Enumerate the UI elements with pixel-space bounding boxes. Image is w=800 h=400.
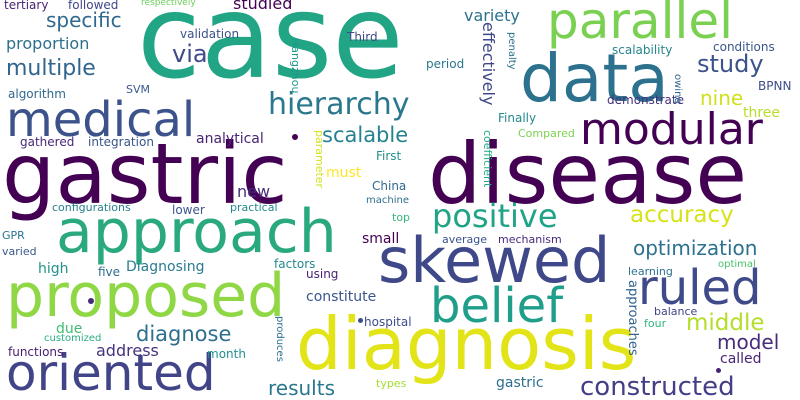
word-results: results	[268, 376, 336, 400]
word-address: address	[96, 341, 159, 360]
word-hangzhou: Hangzhou	[289, 38, 302, 94]
word-specific: specific	[46, 8, 122, 32]
word-parallel: parallel	[547, 0, 734, 50]
word-optimization: optimization	[633, 236, 758, 260]
word-bpnn: BPNN	[758, 79, 792, 93]
word-high: high	[38, 261, 69, 277]
word-hierarchy: hierarchy	[268, 87, 410, 122]
word-gastric-small: gastric	[496, 375, 544, 391]
word-data: data	[520, 40, 669, 117]
word-analytical: analytical	[196, 131, 264, 147]
word-gathered: gathered	[20, 135, 75, 149]
word-svm: SVM	[126, 83, 150, 96]
word-five: five	[98, 265, 121, 279]
word-variety: variety	[464, 6, 520, 25]
dot	[716, 368, 721, 373]
word-balance: balance	[654, 305, 698, 318]
word-scalability: scalability	[612, 43, 673, 57]
word-types: types	[376, 377, 407, 390]
word-ruled: ruled	[638, 260, 762, 316]
word-owing: owing	[672, 74, 683, 104]
word-called: called	[720, 351, 762, 367]
word-top: top	[392, 211, 411, 224]
dot	[292, 134, 298, 140]
word-scalable: scalable	[322, 123, 409, 147]
word-tertiary: tertiary	[4, 0, 49, 12]
word-constructed: constructed	[580, 372, 735, 400]
word-machine: machine	[366, 195, 409, 206]
word-configurations: configurations	[52, 201, 131, 214]
word-multiple: multiple	[6, 56, 96, 81]
word-functions: functions	[8, 345, 64, 359]
word-gastric: gastric	[2, 125, 288, 223]
word-learning: learning	[628, 265, 673, 278]
word-four: four	[644, 317, 667, 330]
word-medical: medical	[6, 92, 196, 148]
word-using: using	[306, 267, 339, 281]
word-period: period	[426, 57, 465, 71]
word-proportion: proportion	[6, 34, 90, 53]
word-algorithm: algorithm	[8, 87, 66, 101]
word-produces: produces	[274, 316, 285, 362]
dot	[358, 318, 363, 323]
word-conditions: conditions	[713, 40, 775, 54]
word-due: due	[56, 321, 83, 337]
word-factors: factors	[274, 257, 316, 271]
word-approaches: approaches	[625, 280, 640, 356]
word-first: First	[376, 149, 402, 163]
word-oriented: oriented	[6, 344, 216, 400]
word-china: China	[372, 179, 407, 193]
word-constitute: constitute	[306, 289, 377, 305]
word-via: via	[172, 40, 208, 68]
word-penalty: penalty	[506, 32, 517, 70]
word-third: Third	[347, 30, 378, 44]
word-followed: followed	[68, 0, 119, 12]
word-validation: validation	[180, 27, 240, 41]
word-must: must	[326, 165, 362, 181]
word-month: month	[207, 347, 246, 361]
word-positive: positive	[432, 197, 558, 235]
word-average: average	[442, 233, 488, 246]
word-case: case	[137, 0, 404, 105]
word-practical: practical	[230, 201, 278, 214]
word-hospital: hospital	[364, 315, 412, 329]
word-effectively: effectively	[479, 22, 498, 106]
word-compared: Compared	[518, 127, 575, 140]
word-diagnosis: diagnosis	[296, 302, 637, 386]
word-accuracy: accuracy	[630, 202, 734, 228]
word-gpr: GPR	[2, 229, 25, 242]
word-diagnosing: Diagnosing	[126, 259, 205, 275]
word-lower: lower	[172, 203, 205, 217]
word-proposed: proposed	[6, 261, 286, 331]
word-respectively: respectively	[141, 0, 196, 8]
word-model: model	[717, 330, 780, 354]
word-diagnose: diagnose	[136, 322, 232, 346]
word-integration: integration	[88, 135, 154, 149]
word-middle: middle	[686, 310, 765, 336]
word-three: three	[743, 105, 781, 121]
word-finally: Finally	[498, 111, 537, 125]
word-nine: nine	[700, 86, 744, 110]
dot	[88, 298, 94, 304]
word-studied: studied	[233, 0, 293, 13]
word-varied: varied	[2, 245, 37, 258]
word-approach: approach	[56, 197, 337, 267]
word-modular: modular	[580, 104, 763, 155]
word-customized: customized	[44, 333, 102, 344]
word-parameter: parameter	[313, 130, 326, 189]
word-disease: disease	[428, 125, 748, 223]
word-study: study	[697, 50, 764, 78]
word-mechanism: mechanism	[498, 233, 562, 246]
word-small: small	[362, 231, 400, 247]
word-new: new	[237, 182, 271, 201]
word-demonstrate: demonstrate	[607, 93, 684, 107]
word-coefficient: coefficient	[481, 130, 494, 188]
word-optimal: optimal	[718, 259, 756, 270]
word-skewed: skewed	[378, 224, 611, 297]
word-belief: belief	[430, 278, 564, 334]
